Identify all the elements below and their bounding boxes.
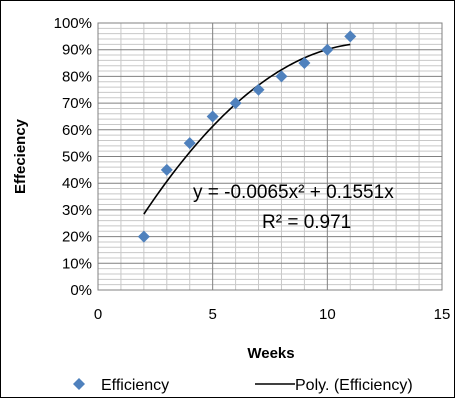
data-point <box>321 43 334 56</box>
data-point <box>160 163 173 176</box>
data-points <box>137 30 357 243</box>
y-tick-label: 70% <box>62 95 92 112</box>
y-tick-label: 80% <box>62 68 92 85</box>
data-point <box>183 137 196 150</box>
y-tick-label: 20% <box>62 229 92 246</box>
plot-area-border <box>97 22 443 291</box>
data-point <box>252 83 265 96</box>
minor-gridlines <box>98 23 442 290</box>
x-tick-label: 10 <box>319 306 336 323</box>
legend-marker-efficiency <box>73 378 85 390</box>
y-tick-label: 60% <box>62 122 92 139</box>
legend-label-efficiency: Efficiency <box>101 377 169 394</box>
polynomial-trendline <box>143 43 351 215</box>
data-point <box>275 70 288 83</box>
data-point <box>298 57 311 70</box>
major-gridlines <box>97 22 443 291</box>
y-tick-label: 0% <box>70 282 92 299</box>
y-tick-label: 40% <box>62 175 92 192</box>
x-axis-title: Weeks <box>247 345 294 362</box>
legend: Efficiency Poly. (Efficiency) <box>73 377 413 394</box>
y-axis-title: Effeciency <box>12 118 29 194</box>
legend-label-trendline: Poly. (Efficiency) <box>295 377 413 394</box>
y-tick-label: 90% <box>62 42 92 59</box>
y-tick-label: 10% <box>62 255 92 272</box>
y-tick-label: 50% <box>62 149 92 166</box>
y-tick-label: 100% <box>54 15 92 32</box>
y-axis-tick-labels: 0% 10% 20% 30% 40% 50% 60% 70% 80% 90% 100% <box>54 15 92 299</box>
data-point <box>344 30 357 43</box>
x-tick-label: 0 <box>94 306 102 323</box>
x-tick-label: 15 <box>434 306 451 323</box>
trendline-equation: y = -0.0065x² + 0.1551x <box>193 182 394 203</box>
data-point <box>137 230 150 243</box>
y-tick-label: 30% <box>62 202 92 219</box>
data-point <box>206 110 219 123</box>
x-axis-tick-labels: 0 5 10 15 <box>94 306 451 323</box>
trendline-r-squared: R² = 0.971 <box>262 212 351 233</box>
x-tick-label: 5 <box>208 306 216 323</box>
data-point <box>229 97 242 110</box>
